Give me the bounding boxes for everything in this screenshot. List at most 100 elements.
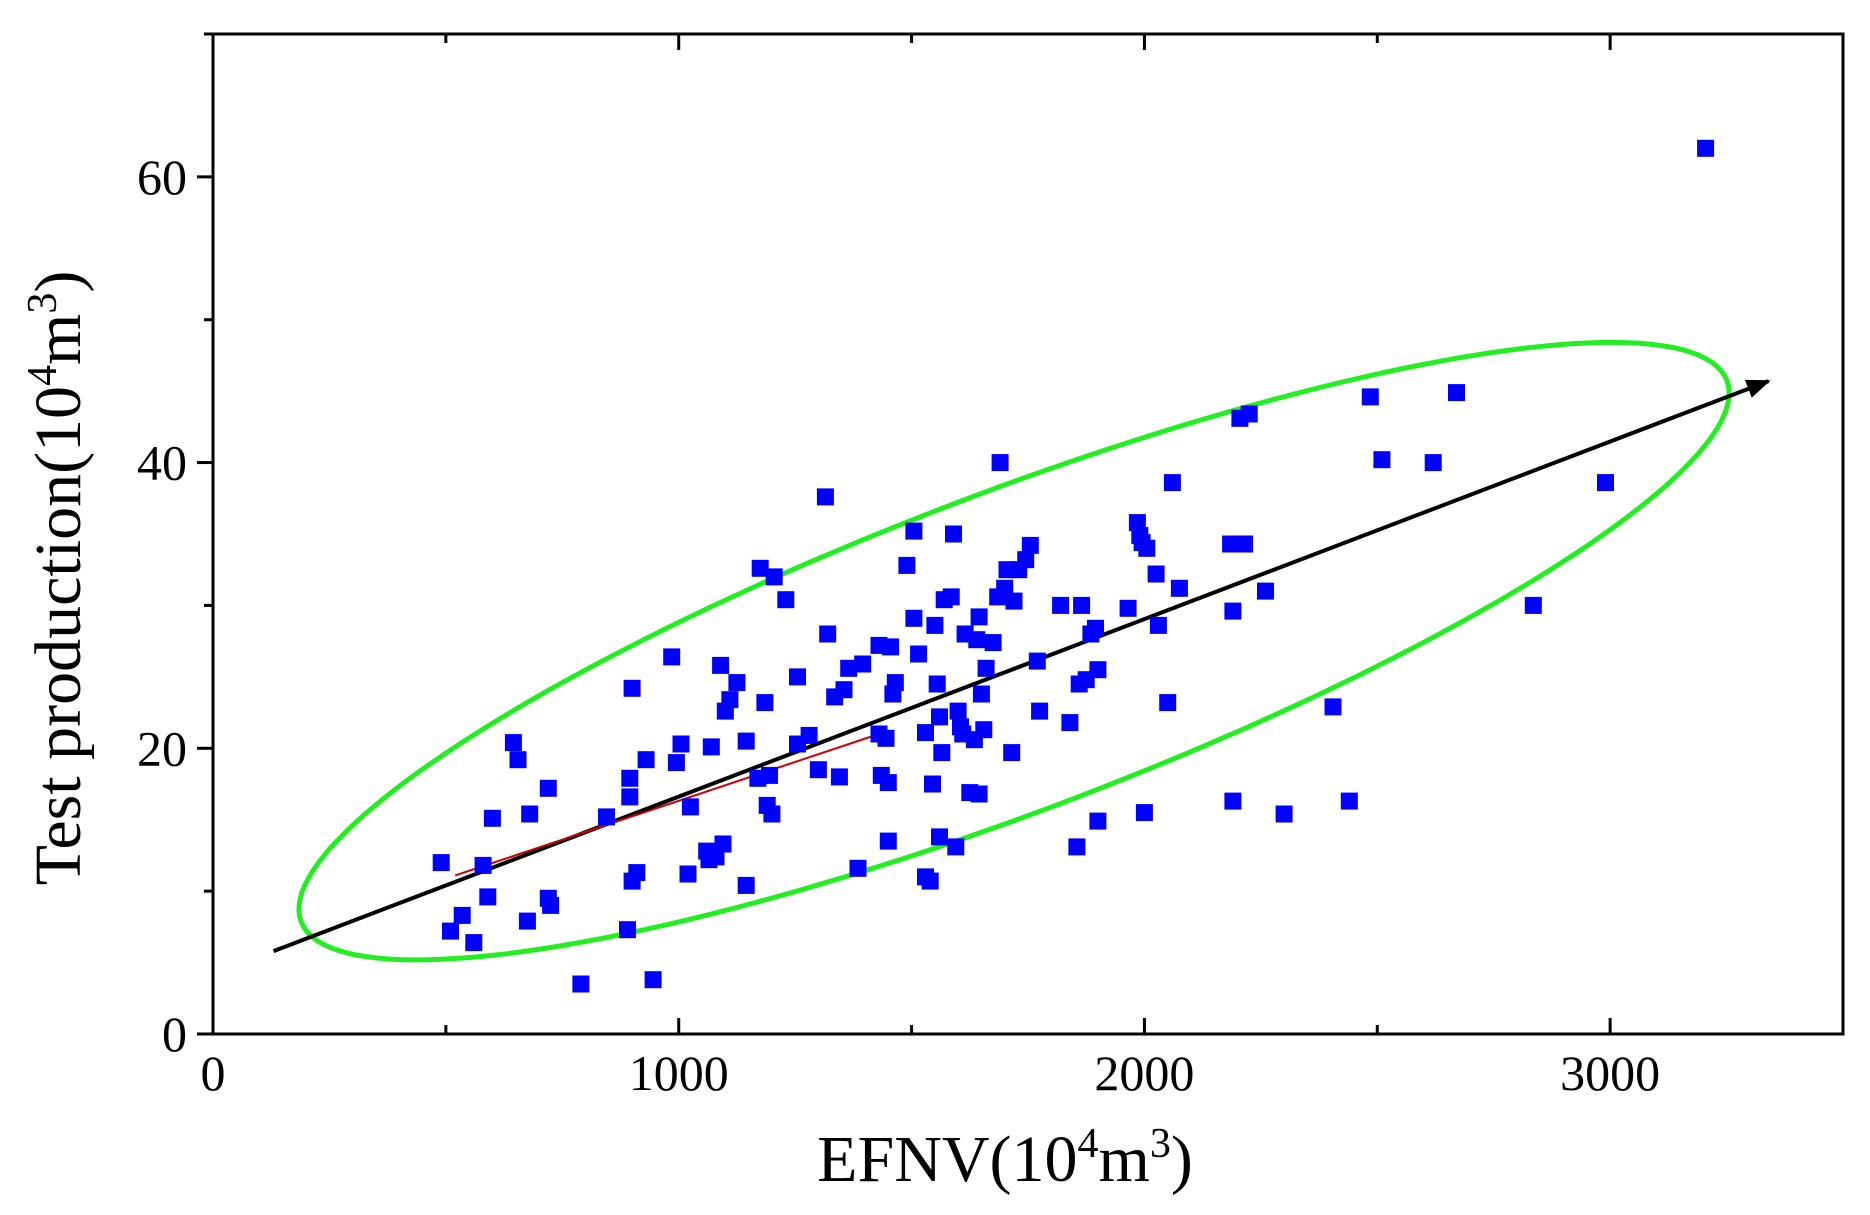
data-point (1240, 405, 1258, 423)
data-point (1524, 596, 1542, 614)
data-point (681, 798, 699, 816)
x-tick-label: 0 (201, 1045, 226, 1101)
data-point (598, 808, 615, 826)
data-point (933, 744, 951, 762)
data-point (539, 779, 557, 797)
data-point (972, 685, 990, 703)
data-point (910, 645, 928, 663)
data-point (442, 922, 459, 940)
data-point (931, 708, 948, 726)
data-point (619, 921, 636, 939)
data-point (949, 702, 967, 720)
data-point (835, 681, 853, 699)
data-point (1373, 451, 1391, 469)
x-tick-label: 1000 (629, 1045, 729, 1101)
trend-line-segment (454, 733, 880, 877)
data-point (977, 659, 995, 677)
data-point (1089, 661, 1107, 679)
data-point (707, 848, 725, 866)
data-point (854, 655, 872, 673)
data-point (483, 809, 501, 827)
data-point (968, 631, 986, 649)
data-point (1597, 474, 1614, 492)
data-point (1087, 619, 1104, 637)
data-point (1340, 792, 1358, 810)
data-point (809, 761, 827, 779)
data-point (996, 579, 1014, 597)
data-point (931, 828, 948, 846)
data-point (1222, 535, 1240, 553)
data-point (509, 751, 527, 769)
data-point (917, 724, 934, 742)
x-axis-title: EFNV(104m3) (817, 1121, 1193, 1196)
y-tick-label: 40 (137, 435, 187, 491)
data-point (504, 734, 522, 752)
data-point (479, 888, 497, 906)
data-point (1149, 616, 1167, 634)
data-point (1068, 838, 1086, 856)
data-point (800, 726, 818, 744)
data-point (1061, 714, 1079, 732)
data-point (1448, 384, 1465, 402)
data-point (830, 768, 848, 786)
y-tick-label: 60 (137, 149, 187, 205)
data-point (679, 865, 697, 883)
data-point (928, 675, 946, 693)
data-point (737, 732, 755, 750)
data-point (637, 751, 655, 769)
data-point (1003, 744, 1021, 762)
data-point (1163, 474, 1181, 492)
data-point (1005, 592, 1023, 610)
data-point (1147, 565, 1165, 583)
data-point (623, 679, 641, 697)
data-point (886, 674, 904, 692)
data-point (1138, 539, 1156, 557)
plot-frame (211, 32, 1845, 1036)
data-point (763, 805, 781, 823)
data-point (849, 859, 867, 877)
data-point (840, 659, 858, 677)
data-point (921, 872, 939, 890)
data-point (1361, 388, 1379, 406)
data-point (712, 656, 730, 674)
data-point (945, 525, 962, 543)
data-point (751, 559, 769, 577)
data-point (672, 735, 690, 753)
data-point (1028, 652, 1046, 670)
data-point (1224, 602, 1242, 620)
data-point (777, 591, 795, 609)
data-point (1697, 139, 1715, 157)
data-point (518, 912, 536, 930)
x-tick-label: 3000 (1560, 1045, 1660, 1101)
data-point (1017, 551, 1035, 569)
data-point (1224, 792, 1242, 810)
data-point (905, 609, 923, 627)
data-point (667, 754, 685, 772)
data-point (947, 838, 965, 856)
data-point (882, 638, 900, 656)
data-point (970, 785, 988, 803)
data-point (1275, 805, 1293, 823)
data-point (453, 906, 471, 924)
data-point (737, 876, 755, 894)
data-point (1031, 702, 1049, 720)
data-point (761, 766, 778, 784)
y-tick-label: 0 (162, 1006, 187, 1062)
data-point (1424, 454, 1442, 472)
data-point (663, 648, 681, 666)
data-point (474, 856, 492, 874)
data-point (644, 971, 662, 989)
data-point (991, 454, 1009, 472)
data-point (926, 616, 944, 634)
data-point (970, 608, 988, 626)
data-point (628, 864, 646, 882)
data-point (1128, 514, 1146, 532)
data-point (816, 488, 834, 506)
data-point (1236, 535, 1254, 553)
y-tick-label: 20 (137, 720, 187, 776)
data-point (728, 674, 746, 692)
data-point (1073, 596, 1091, 614)
data-point (1089, 812, 1107, 830)
data-point (877, 729, 895, 747)
data-point (432, 854, 450, 872)
